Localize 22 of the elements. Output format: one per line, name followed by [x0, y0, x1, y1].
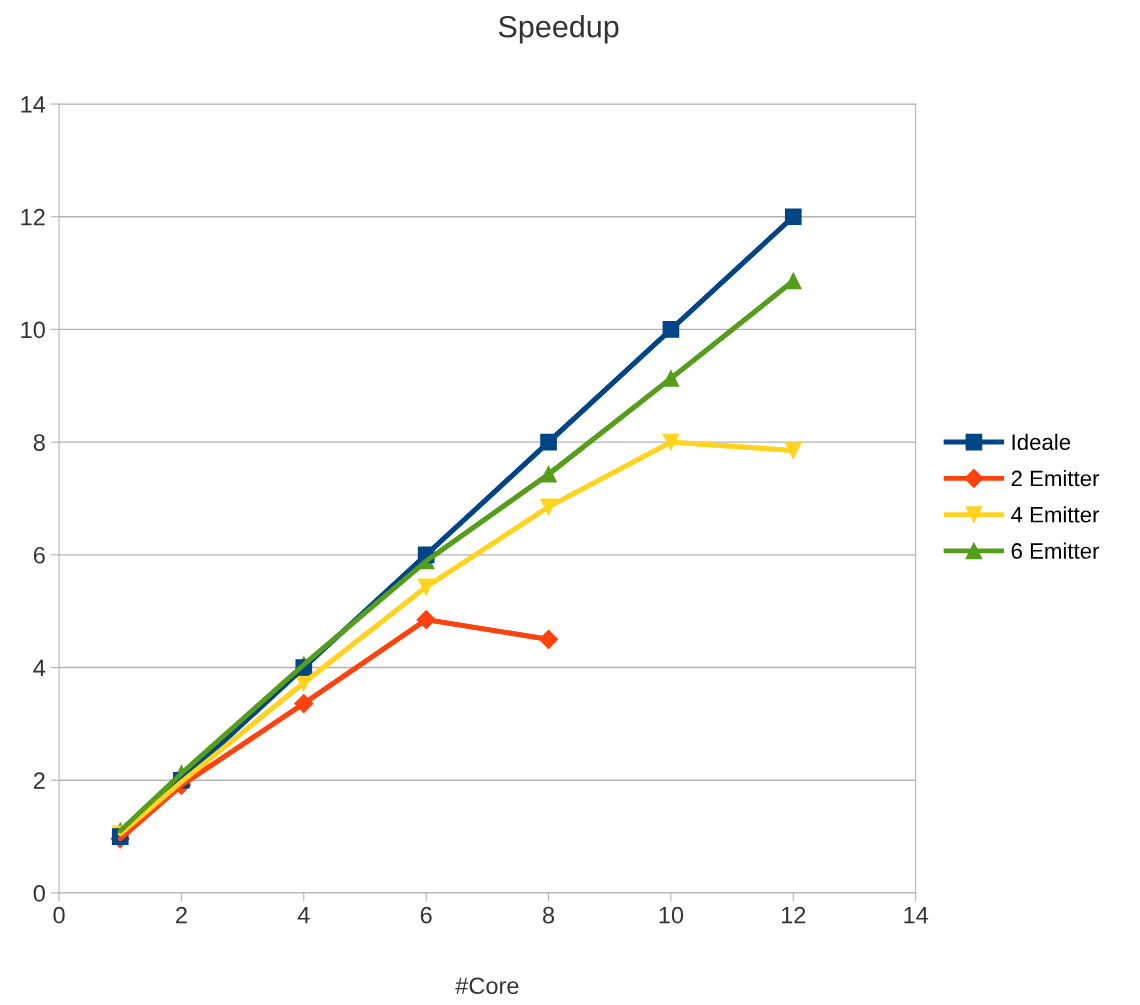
x-axis-title: #Core	[455, 977, 519, 995]
y-tick-label: 8	[33, 434, 45, 451]
y-tick-label: 12	[21, 208, 45, 226]
x-tick-label: 8	[543, 906, 555, 924]
x-tick-label: 10	[659, 906, 684, 924]
legend-label: 2 Emitter	[1011, 469, 1100, 487]
y-tick-label: 4	[33, 659, 46, 677]
x-tick-label: 4	[297, 907, 310, 924]
legend-label: 4 Emitter	[1011, 506, 1100, 523]
legend-label: Ideale	[1012, 433, 1071, 451]
y-tick-label: 0	[33, 885, 45, 902]
x-tick-label: 12	[781, 906, 806, 924]
y-tick-label: 10	[21, 321, 45, 339]
x-tick-label: 0	[53, 906, 65, 924]
x-tick-label: 14	[904, 907, 929, 924]
x-tick-label: 2	[176, 906, 187, 924]
x-tick-label: 6	[420, 906, 432, 924]
legend-label: 6 Emitter	[1011, 542, 1100, 559]
y-tick-label: 14	[21, 96, 46, 113]
y-tick-label: 2	[33, 772, 45, 789]
y-tick-label: 6	[33, 546, 45, 564]
chart-title: Speedup	[498, 15, 619, 44]
